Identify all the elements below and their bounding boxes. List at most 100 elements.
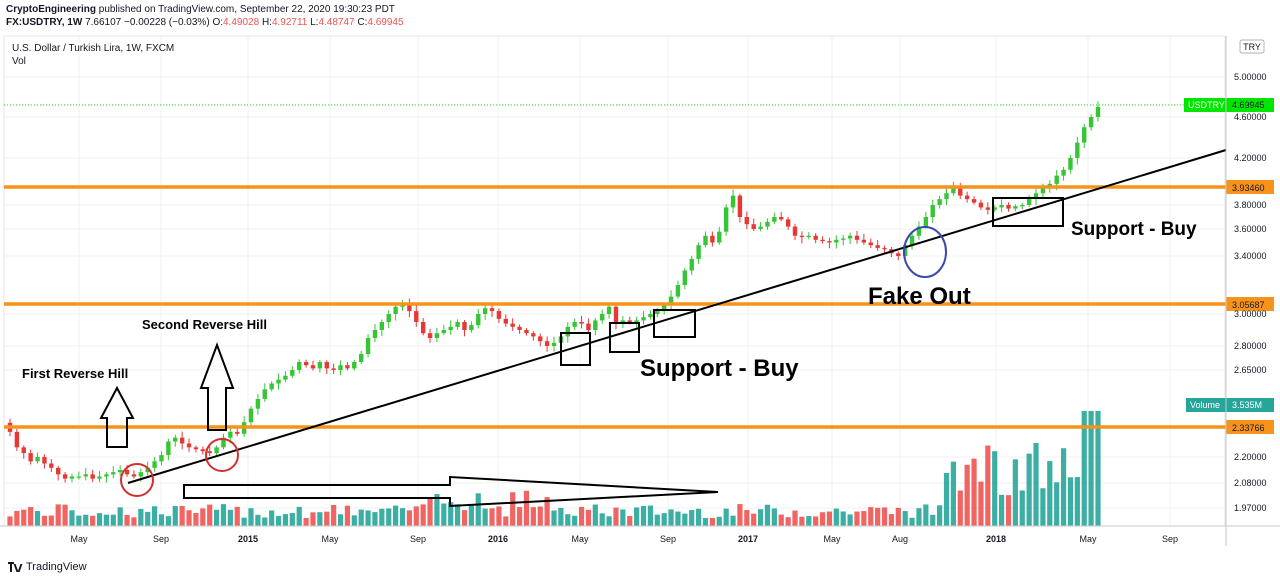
candle-body (606, 306, 612, 314)
volume-bar (379, 508, 385, 526)
volume-bar (764, 504, 771, 526)
volume-bar (1060, 448, 1067, 526)
candle-body (531, 333, 536, 337)
candle-body (958, 187, 963, 196)
high-label: H: (261, 17, 272, 28)
candle-body (290, 370, 295, 376)
volume-bar (282, 514, 289, 526)
volume-bar (145, 511, 151, 526)
volume-bar (785, 517, 791, 526)
volume-bar (551, 510, 557, 526)
volume-bar (771, 508, 777, 526)
support-buy-text: Support - Buy (640, 355, 799, 382)
volume-bar (241, 517, 247, 526)
volume-bar (103, 514, 110, 526)
candle-body (76, 476, 82, 478)
fake-out-text: Fake Out (868, 283, 971, 310)
volume-bar (55, 504, 61, 526)
currency-button[interactable]: TRY (1239, 39, 1265, 54)
volume-bar (234, 506, 240, 526)
volume-bar (1054, 482, 1060, 526)
candle-body (1082, 127, 1087, 143)
volume-bar (503, 516, 509, 526)
candle-body (255, 399, 261, 409)
volume-bar (757, 509, 764, 526)
volume-bar (468, 504, 474, 526)
volume-bar (454, 504, 461, 526)
last-value: 7.66107 (85, 17, 122, 28)
candle-body (414, 311, 419, 322)
volume-bar (448, 502, 454, 526)
volume-bar (1019, 490, 1025, 526)
candle-body (772, 217, 777, 222)
volume-bar (620, 509, 626, 526)
candle-body (69, 476, 75, 479)
volume-bar (813, 516, 819, 526)
volume-bar (868, 507, 874, 526)
candle-body (338, 365, 343, 370)
candle-body (131, 474, 137, 477)
volume-bar (647, 505, 654, 526)
candle-body (682, 270, 688, 285)
author-name[interactable]: CryptoEngineering (6, 4, 97, 15)
volume-bar (723, 508, 729, 526)
volume-bar (1005, 495, 1012, 526)
last-price-symbol: USDTRY (1188, 100, 1225, 110)
candle-body (14, 431, 20, 448)
volume-bar (406, 510, 412, 526)
volume-bar (875, 507, 881, 526)
support-box (560, 332, 591, 366)
x-tick-label: May (571, 534, 589, 544)
support-levels: 3.93460 3.05687 2.33766 USDTRY 4.69945 Volume… (4, 98, 1274, 434)
candle-body (751, 224, 756, 229)
volume-bar (702, 517, 709, 526)
volume-bar (296, 506, 302, 526)
candle-body (799, 235, 805, 238)
candle-body (117, 470, 123, 473)
candle-body (448, 326, 453, 330)
volume-bar (138, 508, 144, 526)
volume-bar (716, 516, 722, 526)
volume-bar (819, 512, 826, 526)
candle-body (971, 199, 977, 203)
volume-bar (943, 472, 950, 526)
volume-bar (654, 514, 660, 526)
candle-body (1013, 206, 1018, 209)
candle-body (668, 296, 674, 306)
candle-body (827, 241, 832, 243)
volume-bar (207, 504, 213, 526)
volume-bar (482, 508, 488, 526)
y-tick-label: 5.00000 (1234, 72, 1267, 82)
candle-body (420, 322, 426, 334)
published-text: published on TradingView.com, September … (98, 4, 395, 15)
volume-bar (117, 507, 123, 526)
volume-bar (427, 497, 433, 526)
x-tick-label: Sep (660, 534, 676, 544)
candle-body (35, 457, 40, 462)
volume-bar (992, 451, 998, 526)
symbol-title: U.S. Dollar / Turkish Lira, 1W, FXCM (12, 43, 175, 54)
candle-body (83, 474, 88, 477)
candle-body (648, 314, 653, 318)
volume-bar (544, 497, 550, 526)
volume-bar (751, 513, 757, 526)
second-reverse-hill-text: Second Reverse Hill (142, 317, 267, 332)
x-tick-label: 2017 (738, 534, 758, 544)
volume-bar (227, 509, 233, 526)
candle-body (1033, 193, 1039, 200)
high-value: 4.92711 (271, 17, 308, 28)
y-tick-label: 2.65000 (1234, 365, 1267, 375)
volume-bar (172, 505, 178, 526)
y-tick-label: 2.20000 (1234, 452, 1267, 462)
first-reverse-hill-text: First Reverse Hill (22, 366, 128, 381)
volume-bar (351, 515, 357, 526)
candle-body (173, 437, 178, 442)
volume-bar (909, 517, 915, 526)
tradingview-footer[interactable]: TradingView (8, 557, 87, 577)
candle-body (909, 235, 915, 246)
close-value: 4.69945 (367, 17, 404, 28)
volume-bar (1095, 411, 1101, 526)
volume-bar (565, 514, 571, 526)
currency-button-frame (1239, 39, 1265, 54)
